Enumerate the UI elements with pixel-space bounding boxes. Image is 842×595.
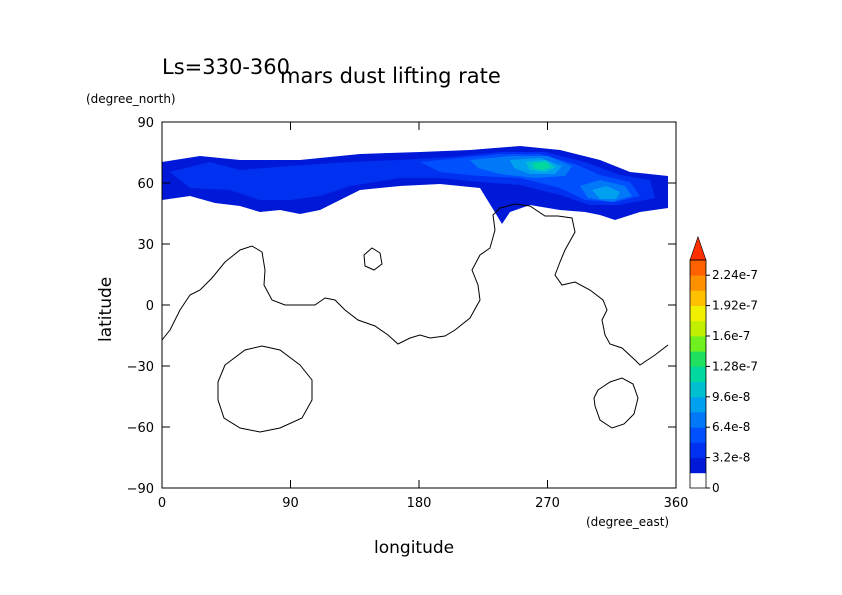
y-tick-label: 30 bbox=[137, 238, 154, 253]
colorbar-label: 1.92e-7 bbox=[712, 299, 758, 313]
colorbar-label: 6.4e-8 bbox=[712, 420, 750, 434]
colorbar-label: 0 bbox=[712, 481, 720, 495]
colorbar-label: 1.28e-7 bbox=[712, 359, 758, 373]
colorbar-label: 2.24e-7 bbox=[712, 268, 758, 282]
colorbar-segment bbox=[690, 366, 706, 382]
topo-contour-main bbox=[161, 203, 669, 366]
colorbar-segment bbox=[690, 351, 706, 367]
colorbar-segment bbox=[690, 336, 706, 352]
x-axis-ticks: 0 90 180 270 360 bbox=[158, 122, 689, 511]
topography-contours bbox=[161, 203, 669, 433]
colorbar-segment bbox=[690, 260, 706, 276]
y-tick-label: 90 bbox=[137, 116, 154, 131]
x-units-label: (degree_east) bbox=[586, 515, 669, 529]
colorbar-segment bbox=[690, 472, 706, 489]
y-tick-label: 0 bbox=[146, 299, 154, 314]
colorbar-segment bbox=[690, 320, 706, 337]
y-axis-label: latitude bbox=[96, 277, 116, 342]
colorbar-segment bbox=[690, 457, 706, 474]
topo-contour-small-north bbox=[363, 247, 383, 271]
colorbar-extend-arrow bbox=[689, 235, 707, 261]
chart-subtitle: Ls=330-360 bbox=[162, 55, 290, 79]
x-tick-label: 270 bbox=[535, 496, 560, 511]
y-tick-label: −60 bbox=[127, 421, 154, 436]
y-units-label: (degree_north) bbox=[86, 92, 176, 106]
colorbar: 0 3.2e-8 6.4e-8 9.6e-8 1.28e-7 1.6e-7 1.92e-7 2… bbox=[689, 235, 758, 495]
colorbar-segment bbox=[690, 412, 706, 428]
topo-contour-argyre bbox=[593, 377, 639, 429]
plot-area: 0 90 180 270 360 90 60 30 0 −30 −60 −90 bbox=[127, 116, 689, 511]
chart-title: mars dust lifting rate bbox=[280, 64, 501, 88]
colorbar-segment bbox=[690, 305, 706, 322]
colorbar-label: 1.6e-7 bbox=[712, 329, 750, 343]
colorbar-label: 9.6e-8 bbox=[712, 390, 750, 404]
dust-band-level-7 bbox=[533, 162, 551, 170]
colorbar-segment bbox=[690, 290, 706, 306]
x-tick-label: 90 bbox=[282, 496, 299, 511]
colorbar-label: 3.2e-8 bbox=[712, 451, 750, 465]
dust-band-level-5b bbox=[592, 186, 620, 199]
colorbar-segment bbox=[690, 442, 706, 458]
y-tick-label: 60 bbox=[137, 177, 154, 192]
x-axis-label: longitude bbox=[374, 538, 454, 558]
x-tick-label: 180 bbox=[407, 496, 432, 511]
colorbar-frame bbox=[689, 259, 707, 489]
colorbar-segment bbox=[690, 275, 706, 291]
x-tick-label: 0 bbox=[158, 496, 166, 511]
x-tick-label: 360 bbox=[664, 496, 689, 511]
colorbar-segment bbox=[690, 396, 706, 413]
y-tick-label: −90 bbox=[127, 482, 154, 497]
y-tick-label: −30 bbox=[127, 360, 154, 375]
topo-contour-hellas bbox=[217, 345, 313, 433]
colorbar-segment bbox=[690, 381, 706, 398]
y-axis-ticks: 90 60 30 0 −30 −60 −90 bbox=[127, 116, 676, 497]
dust-lifting-contours bbox=[162, 146, 668, 224]
colorbar-segment bbox=[690, 427, 706, 443]
